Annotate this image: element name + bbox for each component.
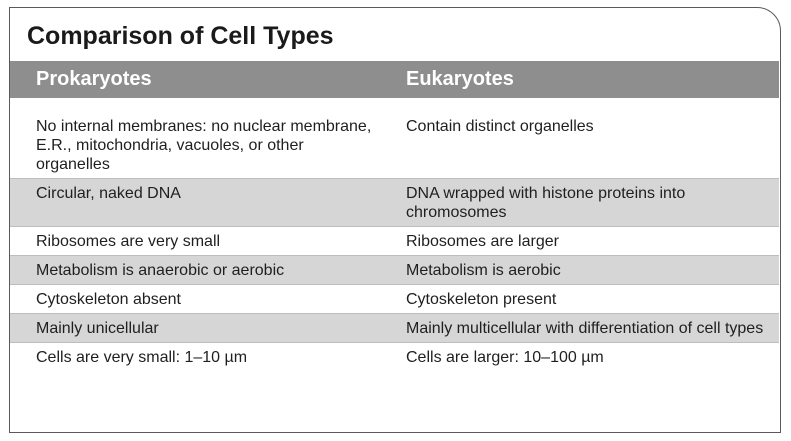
table-row: Cytoskeleton absent Cytoskeleton present [10, 284, 779, 314]
eukaryote-cell: DNA wrapped with histone proteins into c… [382, 178, 779, 227]
eukaryote-cell: Metabolism is aerobic [382, 255, 779, 285]
page-title: Comparison of Cell Types [27, 22, 334, 50]
eukaryote-cell: Ribosomes are larger [382, 226, 779, 256]
comparison-card: Comparison of Cell Types Prokaryotes Euk… [9, 7, 781, 433]
comparison-table: Prokaryotes Eukaryotes No internal membr… [10, 61, 779, 371]
eukaryote-cell: Cytoskeleton present [382, 284, 779, 314]
table-row: Metabolism is anaerobic or aerobic Metab… [10, 255, 779, 285]
prokaryote-cell: Mainly unicellular [10, 313, 382, 343]
prokaryote-cell: No internal membranes: no nuclear membra… [10, 112, 382, 179]
column-header-prokaryotes: Prokaryotes [10, 61, 382, 98]
column-header-eukaryotes: Eukaryotes [382, 61, 779, 98]
eukaryote-cell: Mainly multicellular with differentiatio… [382, 313, 779, 343]
prokaryote-cell: Ribosomes are very small [10, 226, 382, 256]
table-row: Circular, naked DNA DNA wrapped with his… [10, 178, 779, 227]
table-row: Cells are very small: 1–10 µm Cells are … [10, 343, 779, 372]
prokaryote-cell: Cells are very small: 1–10 µm [36, 349, 248, 366]
table-spacer-row [10, 98, 779, 112]
eukaryote-cell: Cells are larger: 10–100 µm [406, 349, 604, 366]
prokaryote-cell: Cytoskeleton absent [10, 284, 382, 314]
table-header-row: Prokaryotes Eukaryotes [10, 61, 779, 98]
eukaryote-cell: Contain distinct organelles [382, 112, 779, 179]
prokaryote-cell: Metabolism is anaerobic or aerobic [10, 255, 382, 285]
table-row: No internal membranes: no nuclear membra… [10, 112, 779, 179]
prokaryote-cell: Circular, naked DNA [10, 178, 382, 227]
table-row: Ribosomes are very small Ribosomes are l… [10, 226, 779, 256]
table-row: Mainly unicellular Mainly multicellular … [10, 313, 779, 343]
